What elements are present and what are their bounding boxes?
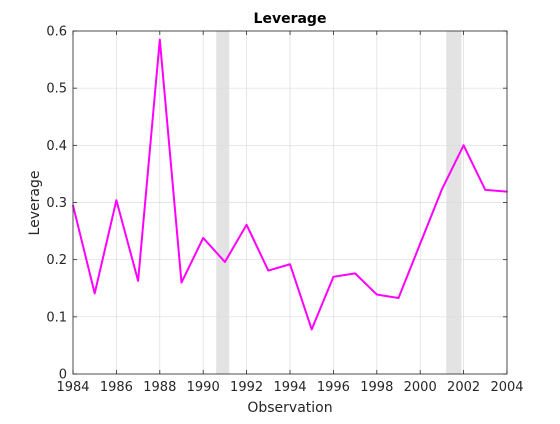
grid-lines [72,30,508,375]
y-tick-label: 0.1 [46,310,67,325]
data-point [202,237,204,239]
data-point [137,280,139,282]
data-point [310,328,313,331]
data-point [419,242,422,245]
data-point [376,293,378,296]
x-tick-label: 1994 [273,380,306,395]
data-point [93,292,96,295]
x-tick-label: 2000 [404,380,437,395]
data-point [289,263,291,266]
y-tick-label: 0.3 [46,196,67,211]
data-point [332,276,335,278]
x-tick-label: 1984 [56,380,89,395]
data-point [267,269,270,272]
y-axis-label: Leverage [27,171,43,236]
x-tick-label: 1990 [187,380,220,395]
x-tick-label: 2004 [490,380,523,395]
data-point [397,297,400,299]
x-axis-label: Observation [247,400,332,416]
data-point [180,281,183,284]
data-point [462,144,465,147]
x-tick-label: 1998 [360,380,393,395]
data-point [484,189,487,191]
y-tick-label: 0.4 [46,139,67,154]
y-tick-label: 0.2 [46,253,67,268]
y-tick-label: 0.5 [46,82,67,97]
chart-title: Leverage [254,11,327,27]
axis-ticks: 1984 1986 1988 1990 1992 1994 1996 1998 2000 2002… [46,25,523,396]
data-point [441,188,443,191]
data-point [245,223,248,226]
data-point [354,272,356,275]
y-tick-label: 0.6 [46,25,67,40]
x-tick-label: 1988 [143,380,176,395]
data-point [115,199,118,202]
x-tick-label: 1996 [317,380,350,395]
x-tick-label: 1986 [100,380,133,395]
data-point [159,38,161,41]
x-tick-label: 2002 [447,380,480,395]
x-tick-label: 1992 [230,380,263,395]
data-point [224,261,226,263]
y-tick-label: 0 [59,368,67,383]
